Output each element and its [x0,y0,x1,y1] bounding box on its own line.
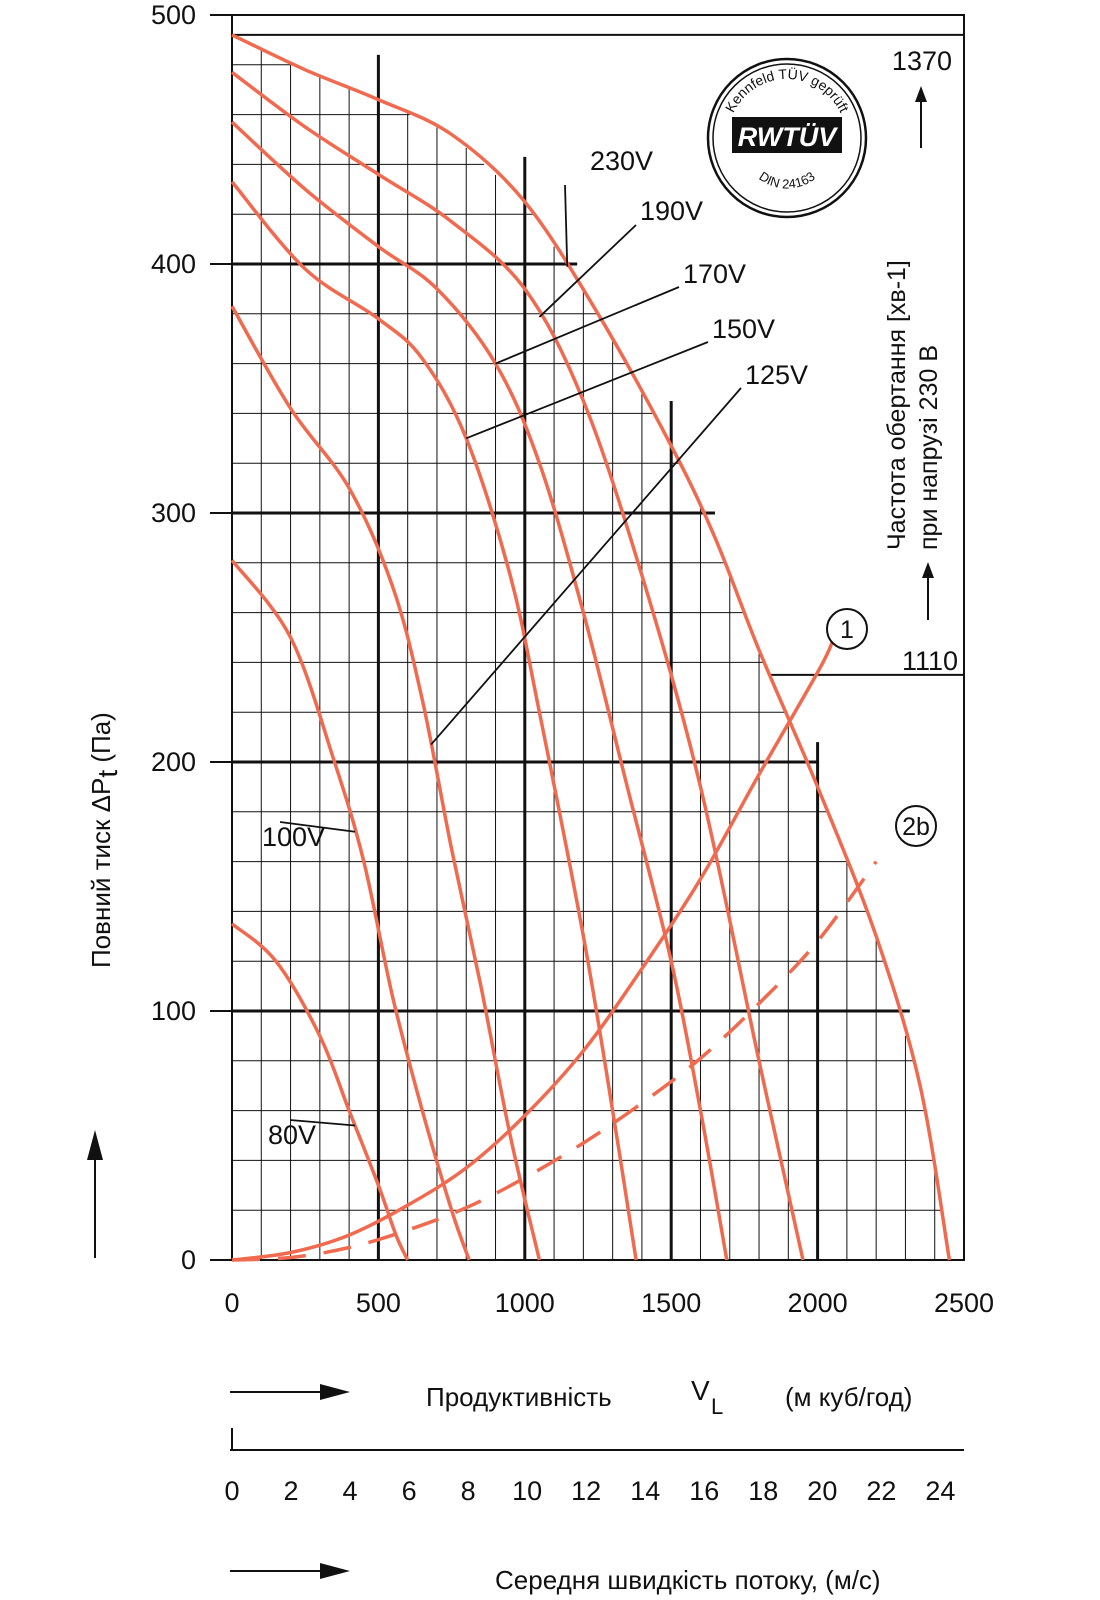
leader-80v [289,1119,356,1127]
x-tick-label: 500 [356,1288,401,1318]
secondary-tick-label: 20 [807,1476,837,1506]
y-axis-arrow [87,1130,103,1258]
label-80v: 80V [268,1120,316,1150]
badge-bottom-text: DIN 24163 [756,168,817,191]
curve-170v [230,120,729,1261]
curve-1 [231,641,834,1262]
curve-2b [231,860,878,1262]
x-tick-label: 2500 [934,1288,994,1318]
y-axis-ticks: 0 100 200 300 400 500 [151,0,232,1275]
x-tick-label: 1500 [641,1288,701,1318]
speed-marker-lines: 1370 1110 [232,33,964,676]
secondary-tick-label: 4 [343,1476,358,1506]
secondary-tick-label: 2 [284,1476,299,1506]
label-170v: 170V [683,259,746,289]
curve-150v [230,180,638,1261]
x-axis-arrow [230,1384,350,1400]
curve-80v [230,922,410,1261]
secondary-tick-label: 6 [402,1476,417,1506]
curve-125v [230,305,542,1261]
leader-100v [279,821,356,833]
rpm-arrows [915,86,934,620]
svg-text:Повний тиск ΔPt (Па): Повний тиск ΔPt (Па) [86,712,123,968]
curve-190v [230,70,805,1261]
leader-190v [538,224,637,318]
curve-label-leaders [279,184,742,1127]
secondary-tick-label: 24 [925,1476,955,1506]
leader-170v [495,286,680,365]
y-tick-label: 300 [151,498,196,528]
secondary-tick-label: 22 [866,1476,896,1506]
curve-230v [231,33,952,1261]
y-axis-label: Повний тиск ΔPt (Па) [86,712,123,968]
y-label-subscript: t [92,770,123,778]
x-label-unit: (м куб/год) [785,1382,912,1412]
right-label-line1: Частота обертання [хв-1] [883,260,911,550]
system-curve-labels: 1 2b [826,608,937,847]
secondary-tick-label: 16 [689,1476,719,1506]
x-tick-label: 2000 [788,1288,848,1318]
y-tick-label: 400 [151,249,196,279]
x-label-subscript: L [711,1394,723,1419]
speed-marker-label: 1370 [892,46,952,76]
secondary-axis-arrow [230,1563,350,1579]
secondary-tick-label: 10 [512,1476,542,1506]
system-label-2b: 2b [902,813,930,841]
label-150v: 150V [712,314,775,344]
y-label-symbol: ΔP [86,778,116,813]
label-230v: 230V [590,146,653,176]
y-tick-label: 500 [151,0,196,30]
curve-labels: 230V 190V 170V 150V 125V 100V 80V [262,146,808,1150]
label-190v: 190V [640,196,703,226]
x-label-symbol: V [691,1375,710,1406]
fan-curves [230,33,952,1262]
x-axis-ticks: 0 500 1000 1500 2000 2500 [224,1288,994,1318]
rwtuv-badge: Kennfeld TÜV geprüft RWTÜV DIN 24163 [706,57,868,219]
x-tick-label: 1000 [495,1288,555,1318]
speed-marker-label: 1110 [902,646,958,676]
secondary-tick-label: 8 [461,1476,476,1506]
y-tick-label: 100 [151,996,196,1026]
system-label-1: 1 [840,616,854,644]
right-label-line2: при напрузі 230 В [915,345,943,550]
y-label-unit: (Па) [86,712,116,770]
secondary-tick-label: 12 [571,1476,601,1506]
secondary-velocity-axis: 0 2 4 6 8 10 12 14 16 18 20 22 24 [224,1428,964,1506]
secondary-axis-label: Середня швидкість потоку, (м/с) [495,1565,881,1595]
system-label-circle [826,608,868,650]
x-tick-label: 0 [224,1288,239,1318]
leader-125v [430,387,742,746]
curve-100v [230,559,471,1261]
major-grid [232,54,910,1260]
y-tick-label: 0 [181,1245,196,1275]
leader-230v [564,184,569,267]
right-axis-label: Частота обертання [хв-1] при напрузі 230… [883,260,943,550]
secondary-tick-label: 18 [748,1476,778,1506]
x-label-text: Продуктивність [426,1382,612,1412]
secondary-tick-label: 14 [630,1476,660,1506]
label-125v: 125V [745,360,808,390]
secondary-tick-label: 0 [224,1476,239,1506]
leader-150v [465,341,709,440]
plot-frame [231,14,965,1261]
system-label-circle [895,805,937,847]
badge-main-text: RWTÜV [738,122,838,152]
y-label-text: Повний тиск [86,812,116,968]
y-tick-label: 200 [151,747,196,777]
label-100v: 100V [262,822,325,852]
